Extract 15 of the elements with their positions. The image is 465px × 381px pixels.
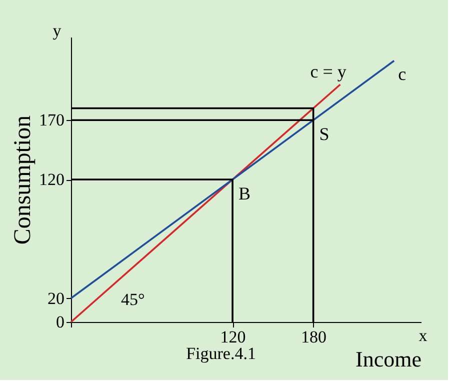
series-label: c = y xyxy=(310,62,346,82)
y-tick-label: 20 xyxy=(48,288,64,308)
x-axis-title: Income xyxy=(356,346,422,372)
text: x xyxy=(418,326,428,345)
annotation: 45° xyxy=(121,290,145,309)
series-label: c xyxy=(398,64,406,84)
y-axis-title: Consumption xyxy=(10,115,36,245)
x-tick-label: 180 xyxy=(301,328,327,346)
y-tick-label: 0 xyxy=(56,312,64,332)
annotation: S xyxy=(319,124,330,144)
text: y xyxy=(52,21,62,40)
y-tick-label: 120 xyxy=(39,170,64,189)
text: Figure.4.1 xyxy=(186,344,256,363)
y-tick-label: 170 xyxy=(39,110,64,130)
annotation: B xyxy=(238,184,251,204)
